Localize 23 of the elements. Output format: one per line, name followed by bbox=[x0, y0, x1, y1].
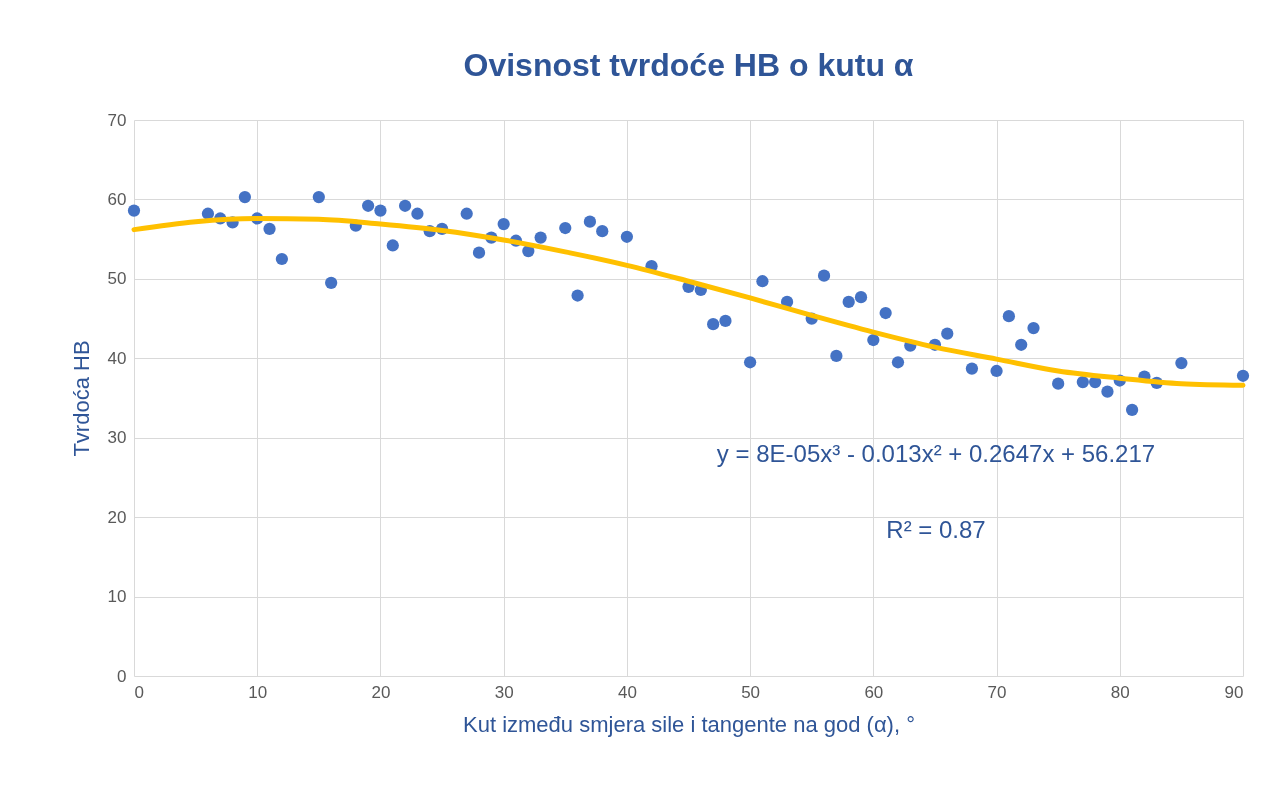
y-tick-label: 20 bbox=[107, 507, 127, 527]
x-axis-title: Kut između smjera sile i tangente na god (α), ° bbox=[463, 711, 915, 737]
annotation: y = 8E-05x³ - 0.013x² + 0.2647x + 56.217 bbox=[716, 440, 1156, 467]
x-tick-label: 40 bbox=[617, 682, 637, 702]
x-tick-label: 70 bbox=[987, 682, 1007, 702]
y-tick-label: 30 bbox=[107, 428, 127, 448]
annotation: R² = 0.87 bbox=[886, 516, 986, 543]
x-tick-label: 10 bbox=[248, 682, 268, 702]
x-tick-label: 20 bbox=[371, 682, 391, 702]
x-tick-label: 0 bbox=[134, 682, 144, 702]
x-tick-label: 90 bbox=[1224, 682, 1244, 702]
y-tick-label: 10 bbox=[107, 587, 127, 607]
x-tick-label: 50 bbox=[741, 682, 761, 702]
y-tick-label: 0 bbox=[117, 666, 127, 686]
y-axis-title: Tvrdoća HB bbox=[68, 340, 94, 457]
y-tick-label: 70 bbox=[107, 110, 127, 130]
x-tick-label: 30 bbox=[494, 682, 514, 702]
y-tick-label: 50 bbox=[107, 269, 127, 289]
y-tick-label: 40 bbox=[107, 348, 127, 368]
chart-title: Ovisnost tvrdoće HB o kutu α bbox=[463, 47, 914, 83]
y-tick-label: 60 bbox=[107, 189, 127, 209]
x-tick-label: 60 bbox=[864, 682, 884, 702]
x-tick-label: 80 bbox=[1110, 682, 1130, 702]
